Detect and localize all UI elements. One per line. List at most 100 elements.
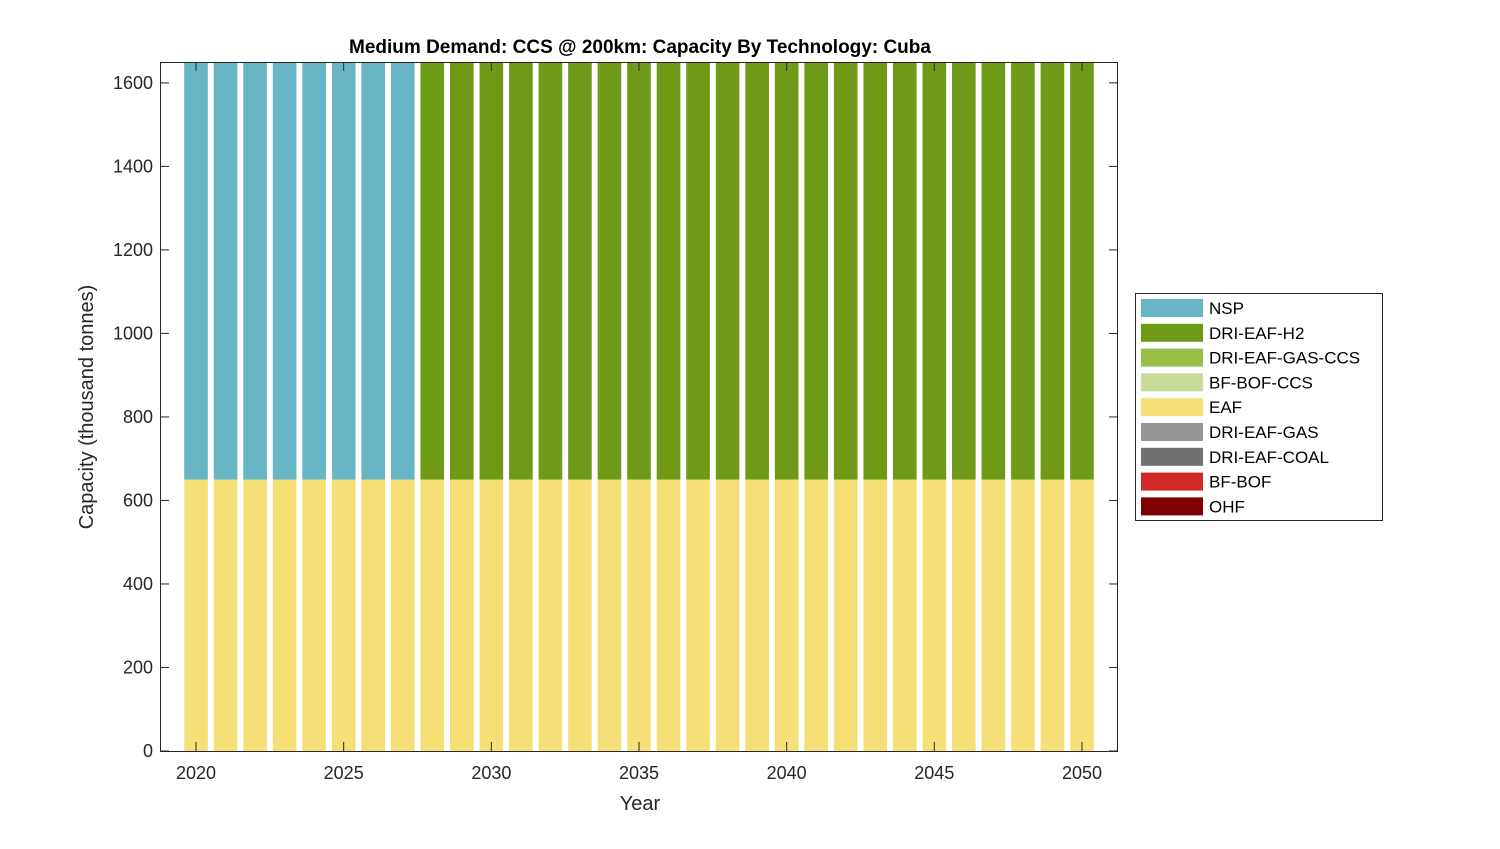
- bar-eaf-2040: [774, 479, 799, 751]
- bar-eaf-2028: [420, 479, 445, 751]
- bar-eaf-2021: [213, 479, 238, 751]
- legend-label: DRI-EAF-COAL: [1209, 448, 1329, 467]
- bar-nsp-2024: [302, 62, 326, 480]
- bar-eaf-2038: [715, 479, 740, 751]
- bar-eaf-2049: [1040, 479, 1065, 751]
- bar-eaf-2027: [390, 479, 415, 751]
- bar-dri-eaf-h2-2049: [1040, 62, 1065, 480]
- bar-nsp-2022: [243, 62, 267, 480]
- bar-eaf-2042: [833, 479, 858, 751]
- legend-label: DRI-EAF-H2: [1209, 324, 1304, 343]
- bar-eaf-2026: [361, 479, 386, 751]
- bar-dri-eaf-h2-2044: [892, 62, 917, 480]
- bar-dri-eaf-h2-2028: [420, 62, 445, 480]
- bars: [184, 62, 1094, 751]
- bar-dri-eaf-h2-2048: [1011, 62, 1035, 480]
- bar-dri-eaf-h2-2042: [833, 62, 858, 480]
- bar-dri-eaf-h2-2038: [715, 62, 740, 480]
- legend-item-dri-eaf-gas-ccs[interactable]: DRI-EAF-GAS-CCS: [1141, 348, 1360, 368]
- bar-nsp-2020: [184, 62, 208, 480]
- legend-item-bf-bof[interactable]: BF-BOF: [1141, 472, 1271, 492]
- y-tick-label: 800: [123, 407, 153, 427]
- y-tick-label: 200: [123, 657, 153, 677]
- legend-label: OHF: [1209, 497, 1245, 516]
- bar-dri-eaf-h2-2050: [1070, 62, 1094, 480]
- legend-swatch: [1141, 323, 1203, 342]
- legend-item-bf-bof-ccs[interactable]: BF-BOF-CCS: [1141, 373, 1313, 392]
- legend-swatch: [1141, 447, 1203, 466]
- bar-dri-eaf-h2-2030: [479, 62, 504, 480]
- y-tick-label: 0: [143, 741, 153, 761]
- bar-eaf-2024: [302, 479, 326, 751]
- bar-nsp-2025: [331, 62, 356, 480]
- legend: NSP DRI-EAF-H2 DRI-EAF-GAS-CCS BF-BOF-CCS EA…: [1135, 293, 1383, 521]
- bar-dri-eaf-h2-2045: [922, 62, 947, 480]
- legend-item-nsp[interactable]: NSP: [1141, 299, 1244, 318]
- bar-eaf-2023: [272, 479, 297, 751]
- bar-eaf-2034: [597, 479, 622, 751]
- bar-eaf-2029: [449, 479, 474, 751]
- legend-swatch: [1141, 423, 1203, 441]
- bar-dri-eaf-h2-2034: [597, 62, 622, 480]
- legend-item-dri-eaf-gas[interactable]: DRI-EAF-GAS: [1141, 423, 1319, 442]
- x-axis-label: Year: [620, 793, 661, 815]
- y-tick-label: 600: [123, 490, 153, 510]
- bar-dri-eaf-h2-2039: [745, 62, 769, 480]
- ticks: 2020 2025 2030 2035 2040 2045 2050 0 200 400 600 80…: [113, 62, 1118, 783]
- bar-nsp-2026: [361, 62, 386, 480]
- bar-eaf-2025: [331, 479, 356, 751]
- legend-swatch: [1141, 497, 1203, 516]
- bar-eaf-2036: [656, 479, 681, 751]
- bar-dri-eaf-h2-2032: [538, 62, 563, 480]
- bar-eaf-2050: [1070, 479, 1094, 751]
- legend-item-dri-eaf-h2[interactable]: DRI-EAF-H2: [1141, 323, 1304, 343]
- bar-eaf-2043: [863, 479, 888, 751]
- legend-swatch: [1141, 348, 1203, 367]
- legend-swatch: [1141, 299, 1203, 317]
- x-tick-label: 2045: [914, 763, 954, 783]
- bar-dri-eaf-h2-2033: [568, 62, 592, 480]
- bar-eaf-2020: [184, 479, 208, 751]
- legend-item-eaf[interactable]: EAF: [1141, 398, 1242, 417]
- bar-eaf-2033: [568, 479, 592, 751]
- bar-dri-eaf-h2-2029: [449, 62, 474, 480]
- bar-dri-eaf-h2-2036: [656, 62, 681, 480]
- bar-eaf-2047: [981, 479, 1006, 751]
- x-tick-label: 2035: [619, 763, 659, 783]
- bar-dri-eaf-h2-2035: [627, 62, 651, 480]
- x-tick-label: 2040: [767, 763, 807, 783]
- legend-item-dri-eaf-coal[interactable]: DRI-EAF-COAL: [1141, 447, 1329, 467]
- legend-swatch: [1141, 373, 1203, 392]
- bar-eaf-2032: [538, 479, 563, 751]
- bar-dri-eaf-h2-2043: [863, 62, 888, 480]
- bar-eaf-2041: [804, 479, 829, 751]
- x-tick-label: 2030: [471, 763, 511, 783]
- bar-eaf-2039: [745, 479, 769, 751]
- bar-eaf-2045: [922, 479, 947, 751]
- bar-eaf-2037: [686, 479, 710, 751]
- y-tick-label: 1200: [113, 240, 153, 260]
- legend-label: BF-BOF: [1209, 473, 1271, 492]
- bar-nsp-2027: [390, 62, 415, 480]
- bar-eaf-2030: [479, 479, 504, 751]
- legend-swatch: [1141, 398, 1203, 417]
- x-tick-label: 2025: [324, 763, 364, 783]
- bar-dri-eaf-h2-2046: [952, 62, 976, 480]
- bar-dri-eaf-h2-2040: [774, 62, 799, 480]
- y-tick-label: 1400: [113, 156, 153, 176]
- bar-eaf-2046: [952, 479, 976, 751]
- bar-eaf-2048: [1011, 479, 1035, 751]
- x-tick-label: 2050: [1062, 763, 1102, 783]
- chart-title: Medium Demand: CCS @ 200km: Capacity By …: [349, 37, 931, 58]
- legend-swatch: [1141, 472, 1203, 491]
- y-tick-label: 400: [123, 574, 153, 594]
- bar-dri-eaf-h2-2041: [804, 62, 829, 480]
- bar-nsp-2021: [213, 62, 238, 480]
- bar-eaf-2031: [509, 479, 533, 751]
- bar-dri-eaf-h2-2037: [686, 62, 710, 480]
- legend-item-ohf[interactable]: OHF: [1141, 497, 1245, 516]
- y-axis-label: Capacity (thousand tonnes): [76, 285, 98, 530]
- legend-label: NSP: [1209, 299, 1244, 318]
- bar-eaf-2022: [243, 479, 267, 751]
